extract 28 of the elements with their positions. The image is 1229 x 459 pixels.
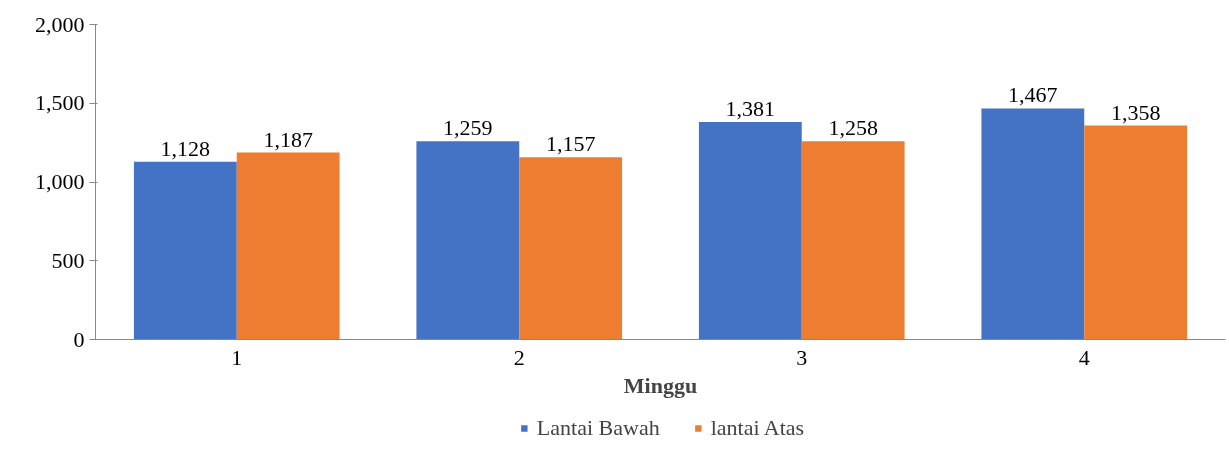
legend-label: Lantai Bawah [536, 414, 660, 441]
x-axis-title: Minggu [623, 372, 698, 398]
y-tick-label: 500 [51, 247, 85, 273]
y-tick-label: 2,000 [35, 11, 85, 37]
x-tick-label: 4 [1078, 344, 1090, 370]
data-label: 1,258 [828, 115, 878, 141]
x-tick-label: 3 [796, 344, 808, 370]
bar [981, 108, 1085, 340]
bar [801, 141, 905, 340]
bar [416, 141, 520, 340]
data-label: 1,259 [443, 115, 493, 141]
data-label: 1,358 [1110, 99, 1161, 125]
y-tick-label: 0 [73, 326, 85, 352]
x-tick-label: 1 [231, 344, 243, 370]
bar [1084, 125, 1188, 340]
legend-label: lantai Atas [710, 414, 805, 441]
bar [519, 157, 623, 340]
data-label: 1,467 [1008, 82, 1058, 108]
data-label: 1,187 [263, 126, 313, 152]
data-label: 1,157 [545, 131, 596, 157]
bar [698, 121, 802, 340]
bar [236, 152, 340, 340]
data-label: 1,128 [160, 135, 211, 161]
y-tick-label: 1,000 [35, 169, 85, 194]
x-tick-label: 2 [513, 344, 525, 370]
data-label: 1,381 [725, 95, 776, 121]
y-tick-label: 1,500 [35, 90, 85, 116]
bar [133, 161, 237, 340]
